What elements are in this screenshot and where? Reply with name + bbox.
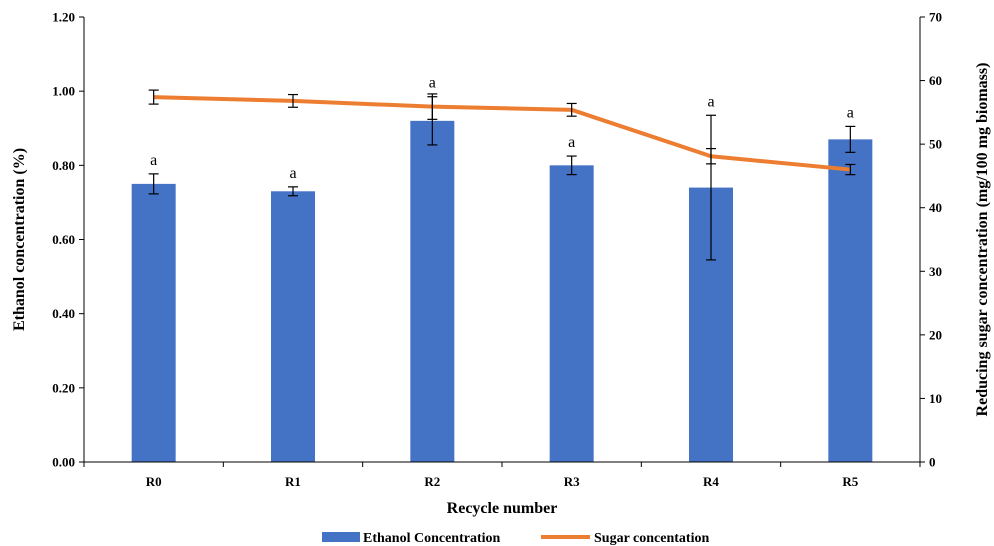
y-tick-label: 0.60 [52, 232, 75, 247]
data-label-R2: a [429, 75, 436, 92]
axes: 0.00 0.20 0.40 0.60 0.80 1.00 1.20 0 10 20 30 40 50 6… [52, 10, 942, 490]
y2-tick-label: 50 [929, 137, 942, 152]
data-label-R1: a [289, 165, 296, 182]
y2-tick-label: 60 [929, 73, 942, 88]
legend-label-ethanol: Ethanol Concentration [363, 531, 501, 546]
x-tick-label: R1 [285, 474, 301, 489]
line-sugar [153, 95, 851, 172]
x-tick-label: R5 [842, 474, 858, 489]
x-axis-title: Recycle number [447, 500, 558, 517]
errorbar-ethanol-R5 [845, 125, 856, 153]
data-label-R5: a [847, 104, 854, 121]
errorbar-ethanol-R3 [566, 155, 577, 176]
y2-tick-label: 20 [929, 327, 942, 342]
y-tick-label: 1.20 [52, 10, 75, 25]
y-tick-label: 0.40 [52, 306, 75, 321]
errorbar-sugar-R3 [566, 102, 577, 117]
y2-tick-label: 40 [929, 200, 942, 215]
errorbar-ethanol-R2 [427, 96, 438, 146]
y-tick-label: 0.00 [52, 455, 75, 470]
y2-axis-title: Reducing sugar concentration (mg/100 mg … [974, 63, 991, 417]
errorbar-ethanol-R1 [288, 186, 298, 197]
x-tick-label: R0 [146, 474, 162, 489]
errorbar-sugar-R0 [148, 89, 159, 105]
bar-ethanol-R2 [410, 120, 455, 462]
bar-ethanol-R1 [271, 191, 315, 462]
y-axis-title: Ethanol concentration (%) [11, 148, 28, 331]
bar-ethanol-R0 [131, 183, 176, 462]
legend: Ethanol Concentration Sugar concentation [322, 531, 709, 546]
y2-tick-label: 0 [929, 455, 936, 470]
x-tick-label: R3 [564, 474, 580, 489]
legend-label-sugar: Sugar concentation [594, 531, 709, 546]
y2-tick-label: 30 [929, 264, 942, 279]
y2-tick-label: 70 [929, 10, 942, 25]
y-tick-label: 0.80 [52, 158, 75, 173]
bar-ethanol-R3 [549, 165, 594, 463]
legend-swatch-ethanol [322, 532, 360, 542]
data-label-R0: a [150, 152, 157, 169]
data-label-R4: a [707, 93, 714, 110]
errorbar-sugar-R1 [288, 93, 298, 108]
errorbar-sugar-R5 [845, 163, 856, 176]
y-tick-label: 0.20 [52, 380, 75, 395]
plot-area: a a a a a a [131, 75, 873, 463]
y-tick-label: 1.00 [52, 84, 75, 99]
bar-ethanol-R5 [828, 139, 873, 462]
errorbar-ethanol-R4 [706, 114, 716, 261]
x-tick-label: R4 [703, 474, 719, 489]
x-tick-label: R2 [424, 474, 440, 489]
data-label-R3: a [568, 134, 575, 151]
errorbar-ethanol-R0 [148, 173, 159, 195]
y2-tick-label: 10 [929, 391, 942, 406]
